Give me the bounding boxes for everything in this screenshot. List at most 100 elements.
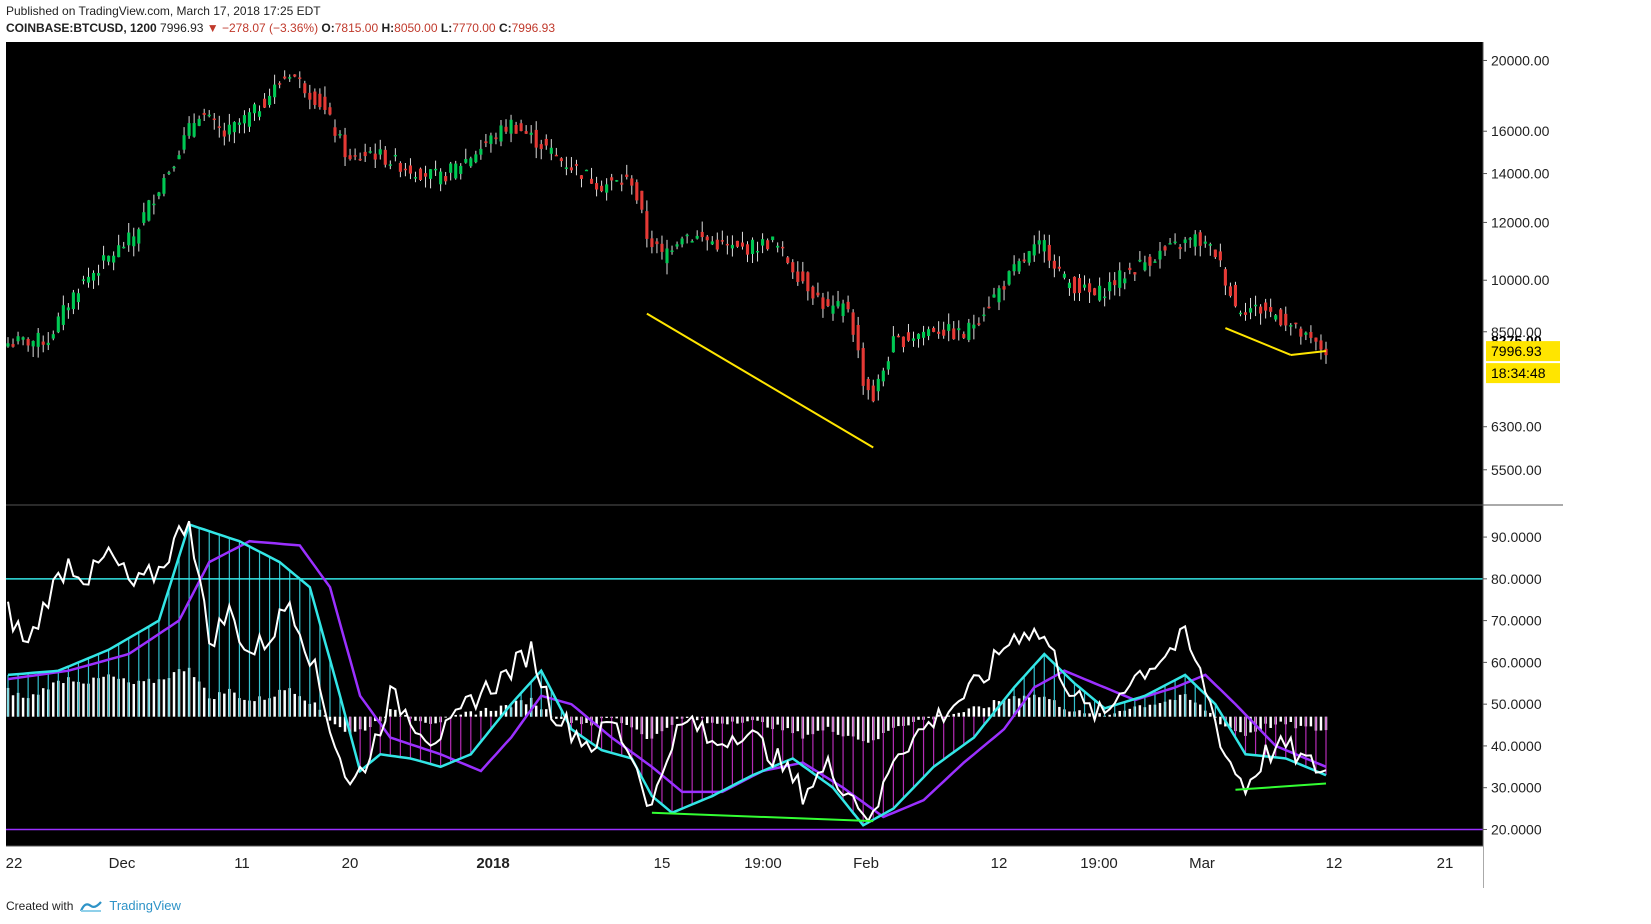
candle bbox=[86, 267, 91, 288]
candle bbox=[720, 230, 724, 245]
candle-body bbox=[605, 184, 609, 193]
time-tick-label: 12 bbox=[991, 855, 1008, 872]
candle-body bbox=[509, 119, 513, 134]
candle-body bbox=[589, 178, 594, 184]
candle-body bbox=[665, 248, 669, 264]
candle-body bbox=[725, 243, 729, 246]
candle-body bbox=[242, 115, 246, 124]
candle-body bbox=[1243, 312, 1248, 315]
countdown-badge bbox=[1486, 363, 1560, 384]
candle-body bbox=[31, 340, 35, 347]
candle bbox=[479, 139, 483, 160]
candle-body bbox=[313, 91, 317, 105]
candle-body bbox=[81, 279, 86, 281]
candle-body bbox=[710, 241, 714, 245]
candle-body bbox=[610, 177, 614, 181]
candle-body bbox=[212, 118, 216, 121]
candle bbox=[816, 282, 820, 298]
candle-body bbox=[932, 328, 936, 332]
candle bbox=[680, 236, 684, 248]
candle-body bbox=[318, 93, 322, 108]
candle-body bbox=[942, 329, 946, 336]
candle-body bbox=[1299, 328, 1303, 337]
candle-body bbox=[61, 305, 65, 325]
candle-body bbox=[1218, 251, 1222, 261]
candle-body bbox=[947, 324, 951, 331]
candle bbox=[579, 175, 584, 188]
candle bbox=[1274, 314, 1278, 322]
candle-body bbox=[1072, 276, 1077, 294]
tradingview-brand[interactable]: TradingView bbox=[109, 898, 181, 913]
candle bbox=[1254, 295, 1258, 317]
candle bbox=[499, 120, 503, 147]
candle-body bbox=[368, 151, 372, 153]
candle bbox=[268, 88, 272, 108]
axes: 20000.00 16000.00 14000.00 12000.00 10000.00… bbox=[6, 42, 1563, 888]
symbol-name[interactable]: COINBASE:BTCUSD, 1200 bbox=[6, 21, 157, 35]
candle bbox=[1088, 278, 1092, 304]
candle bbox=[1158, 242, 1162, 269]
candle-body bbox=[1012, 264, 1016, 272]
candle-body bbox=[167, 172, 171, 174]
candle bbox=[1203, 235, 1207, 248]
candle bbox=[207, 110, 211, 118]
candle bbox=[132, 227, 136, 257]
candle-body bbox=[982, 314, 986, 317]
candle-body bbox=[142, 212, 146, 223]
symbol-header: COINBASE:BTCUSD, 1200 7996.93 ▼ −278.07 … bbox=[6, 21, 555, 35]
time-tick-label: 19:00 bbox=[1080, 855, 1118, 872]
candle-body bbox=[1178, 246, 1182, 250]
candle-body bbox=[237, 122, 241, 125]
candle-body bbox=[1158, 250, 1162, 260]
candle bbox=[710, 236, 714, 246]
candle bbox=[982, 307, 986, 322]
candle-body bbox=[952, 328, 956, 340]
candle-body bbox=[308, 92, 312, 100]
candle-body bbox=[187, 123, 191, 136]
candle bbox=[288, 74, 292, 82]
candle-body bbox=[469, 158, 473, 167]
low-value: 7770.00 bbox=[452, 21, 496, 35]
candle bbox=[56, 312, 60, 334]
candle bbox=[645, 200, 649, 248]
candle-body bbox=[972, 324, 976, 329]
candle-body bbox=[413, 177, 418, 179]
price-tick-label: 10000.00 bbox=[1491, 272, 1550, 288]
candle-body bbox=[1143, 262, 1147, 271]
candle-body bbox=[896, 335, 900, 338]
price-tick-label: 8500.00 bbox=[1491, 324, 1542, 340]
candle bbox=[1143, 255, 1147, 272]
candle bbox=[509, 114, 513, 143]
price-trendline bbox=[1225, 327, 1292, 356]
candle bbox=[655, 238, 659, 254]
candle bbox=[283, 70, 287, 80]
candle-body bbox=[132, 236, 136, 247]
candle bbox=[871, 379, 875, 403]
candle-body bbox=[750, 239, 755, 255]
candle-body bbox=[107, 255, 111, 262]
candle-body bbox=[730, 244, 734, 249]
candle-body bbox=[41, 341, 45, 345]
candle-body bbox=[1133, 272, 1137, 275]
candle-body bbox=[735, 240, 739, 247]
candle bbox=[851, 309, 855, 342]
candle bbox=[162, 174, 166, 197]
candle bbox=[1319, 334, 1323, 360]
candle bbox=[338, 130, 342, 139]
oscillator-tick-label: 80.0000 bbox=[1491, 571, 1542, 587]
candle-body bbox=[383, 149, 387, 165]
raw-line bbox=[7, 520, 1327, 823]
candle-body bbox=[771, 236, 775, 241]
candle bbox=[368, 147, 372, 154]
candle-body bbox=[645, 211, 649, 239]
price-tick-label: 5500.00 bbox=[1491, 462, 1542, 478]
candle bbox=[429, 169, 433, 189]
candle-body bbox=[680, 238, 684, 245]
candle-body bbox=[866, 378, 870, 391]
candle bbox=[273, 74, 277, 104]
candle-body bbox=[459, 165, 463, 174]
candle-body bbox=[1098, 285, 1102, 301]
candle-body bbox=[1062, 273, 1066, 278]
candle-body bbox=[338, 134, 342, 136]
